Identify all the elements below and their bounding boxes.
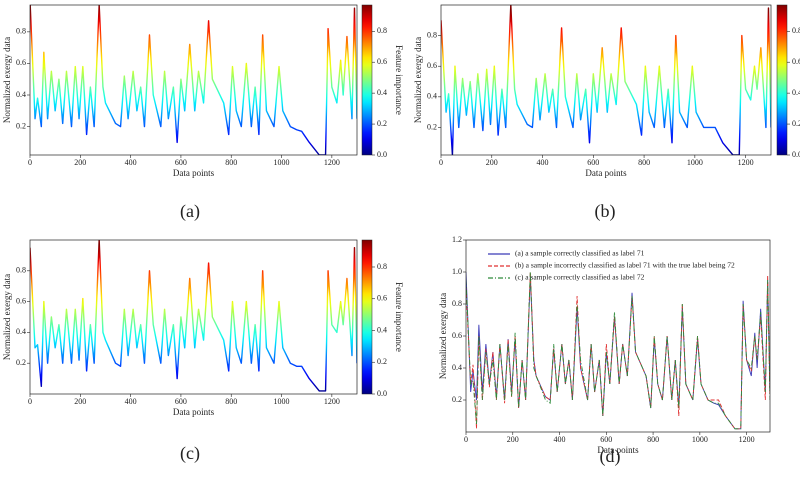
y-tick-label: 1.0 xyxy=(452,267,462,276)
x-tick-label: 200 xyxy=(74,397,86,406)
x-tick-label: 400 xyxy=(537,158,549,167)
x-tick-label: 0 xyxy=(464,435,468,444)
x-tick-label: 1200 xyxy=(739,435,755,444)
x-axis-label: Data points xyxy=(173,407,215,417)
x-tick-label: 1000 xyxy=(687,158,703,167)
y-tick-label: 0.8 xyxy=(16,27,26,36)
y-axis-label: Normalized exergy data xyxy=(413,37,423,123)
x-tick-label: 200 xyxy=(74,158,86,167)
plot-frame xyxy=(29,239,358,395)
colorbar-tick-label: 0.0 xyxy=(377,389,387,398)
data-line xyxy=(30,240,357,392)
y-tick-label: 0.6 xyxy=(16,58,26,67)
caption: (c) xyxy=(180,443,200,464)
y-tick-label: 0.4 xyxy=(16,90,26,99)
colorbar-tick-label: 0.8 xyxy=(377,262,387,271)
panel: 0 200 400 600 800 1000 1200 0.2 0.4 0.6 0.8 Data po… xyxy=(2,4,404,222)
panel: 0 200 400 600 800 1000 1200 0.2 0.4 0.6 0.8 Data po… xyxy=(413,4,800,222)
x-tick-label: 1000 xyxy=(692,435,708,444)
x-tick-label: 800 xyxy=(647,435,659,444)
colorbar-tick-label: 0.8 xyxy=(377,26,387,35)
y-tick-label: 0.2 xyxy=(427,122,437,131)
x-tick-label: 600 xyxy=(175,397,187,406)
data-line xyxy=(441,5,771,155)
caption: (b) xyxy=(595,201,616,222)
x-tick-label: 0 xyxy=(28,397,32,406)
x-tick-label: 600 xyxy=(587,158,599,167)
legend-label: (a) a sample correctly classified as lab… xyxy=(515,249,645,258)
x-tick-label: 600 xyxy=(600,435,612,444)
colorbar-tick-label: 0.4 xyxy=(792,88,800,97)
legend-label: (b) a sample incorrectly classified as l… xyxy=(515,261,735,270)
x-tick-label: 400 xyxy=(125,397,137,406)
x-axis-label: Data points xyxy=(585,168,627,178)
x-tick-label: 1000 xyxy=(274,397,290,406)
colorbar-tick-label: 0.4 xyxy=(377,88,387,97)
y-tick-label: 0.6 xyxy=(427,61,437,70)
x-tick-label: 400 xyxy=(554,435,566,444)
y-axis-label: Normalized exergy data xyxy=(2,37,12,123)
y-tick-label: 0.6 xyxy=(452,331,462,340)
colorbar-tick-label: 0.6 xyxy=(377,294,387,303)
y-tick-label: 1.2 xyxy=(452,235,462,244)
colorbar-tick-label: 0.8 xyxy=(792,26,800,35)
y-tick-label: 0.4 xyxy=(452,363,462,372)
y-axis-label: Normalized exergy data xyxy=(2,274,12,360)
x-tick-label: 200 xyxy=(486,158,498,167)
x-axis-label: Data points xyxy=(597,445,639,455)
panel: 0 200 400 600 800 1000 1200 0.2 0.4 0.6 0.8 1.0 1.2 D… xyxy=(438,235,771,467)
colorbar xyxy=(361,4,373,156)
x-tick-label: 800 xyxy=(638,158,650,167)
y-axis-label: Normalized exergy data xyxy=(438,293,448,379)
legend-label: (c) a sample correctly classified as lab… xyxy=(515,273,645,282)
x-tick-label: 0 xyxy=(439,158,443,167)
panel: 0 200 400 600 800 1000 1200 0.2 0.4 0.6 0.8 Data po… xyxy=(2,239,404,464)
y-tick-label: 0.6 xyxy=(16,296,26,305)
y-tick-label: 0.4 xyxy=(427,92,437,101)
data-line xyxy=(30,5,357,155)
x-tick-label: 400 xyxy=(125,158,137,167)
colorbar-tick-label: 0.2 xyxy=(377,357,387,366)
y-tick-label: 0.4 xyxy=(16,327,26,336)
plot-frame xyxy=(440,4,772,156)
data-line xyxy=(466,271,770,430)
plot-frame xyxy=(29,4,358,156)
data-line xyxy=(466,271,770,430)
x-tick-label: 1200 xyxy=(324,158,340,167)
y-tick-label: 0.8 xyxy=(16,266,26,275)
data-line xyxy=(466,271,770,430)
y-tick-label: 0.2 xyxy=(452,395,462,404)
colorbar-tick-label: 0.4 xyxy=(377,325,387,334)
caption: (d) xyxy=(600,446,621,467)
x-tick-label: 0 xyxy=(28,158,32,167)
colorbar-tick-label: 0.2 xyxy=(377,119,387,128)
caption: (a) xyxy=(180,201,200,222)
y-tick-label: 0.2 xyxy=(16,121,26,130)
colorbar-label: Feature importance xyxy=(394,45,404,115)
colorbar-tick-label: 0.2 xyxy=(792,119,800,128)
colorbar xyxy=(361,239,373,395)
x-tick-label: 800 xyxy=(225,158,237,167)
y-tick-label: 0.8 xyxy=(427,30,437,39)
colorbar-tick-label: 0.6 xyxy=(377,57,387,66)
x-tick-label: 1200 xyxy=(738,158,754,167)
colorbar-tick-label: 0.0 xyxy=(377,150,387,159)
colorbar-tick-label: 0.0 xyxy=(792,150,800,159)
plot-frame xyxy=(465,239,771,433)
x-tick-label: 600 xyxy=(175,158,187,167)
x-tick-label: 800 xyxy=(225,397,237,406)
x-tick-label: 1200 xyxy=(324,397,340,406)
y-tick-label: 0.8 xyxy=(452,299,462,308)
colorbar-label: Feature importance xyxy=(394,282,404,352)
colorbar xyxy=(776,4,788,156)
x-axis-label: Data points xyxy=(173,168,215,178)
colorbar-tick-label: 0.6 xyxy=(792,57,800,66)
y-tick-label: 0.2 xyxy=(16,358,26,367)
x-tick-label: 1000 xyxy=(274,158,290,167)
x-tick-label: 200 xyxy=(507,435,519,444)
